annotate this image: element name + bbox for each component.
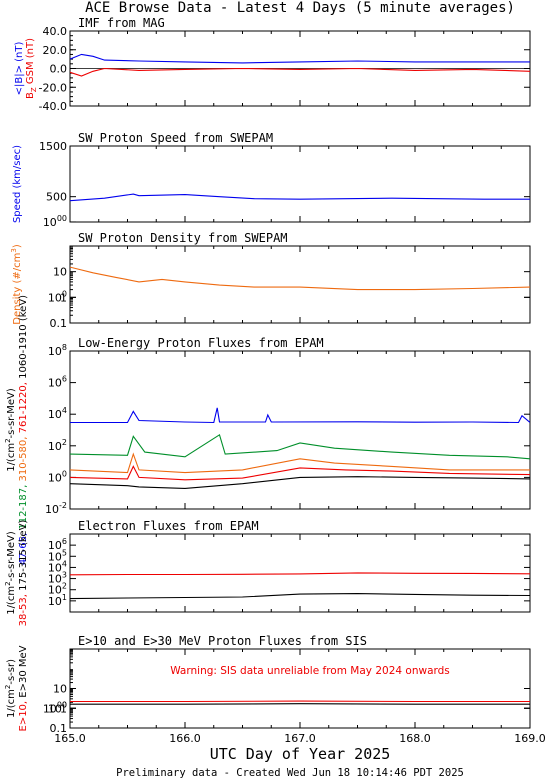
series-e-30-line	[70, 703, 530, 705]
x-tick-label: 166.0	[169, 732, 201, 745]
x-tick-label: 169.0	[514, 732, 546, 745]
y-axis-label-part: B	[25, 92, 36, 99]
y-axis-label: 1/(cm2-s-sr-MeV)47-65, 112-187, 310-580,…	[4, 295, 29, 565]
x-tick-label: 168.0	[399, 732, 431, 745]
y-tick-label: 0.0	[50, 63, 68, 76]
y-tick-label: 10	[53, 266, 67, 279]
y-tick-label: 500	[46, 191, 67, 204]
x-axis-title: UTC Day of Year 2025	[210, 745, 391, 763]
panel-title: SW Proton Speed from SWEPAM	[78, 131, 273, 145]
chart-title: ACE Browse Data - Latest 4 Days (5 minut…	[85, 0, 515, 16]
y-tick-label: 100	[48, 289, 67, 304]
y-tick-label: -40.0	[39, 100, 67, 113]
y-axis-label-part: E>30 MeV	[18, 645, 29, 701]
panel-2: 500 1000 1500 SW Proton Speed from SWEPAM Sp…	[12, 131, 531, 229]
series-310-580-line	[70, 452, 530, 474]
y-axis-label-part: 47-65,	[18, 533, 29, 565]
x-tick-label: 165.0	[54, 732, 86, 745]
panel-1: -40.0 -20.0 0.0 20.0 40.0 IMF from MAG <|B|> (…	[14, 16, 531, 113]
y-axis-label-part: 1/(cm	[6, 689, 17, 718]
y-axis-label-part: 761-1220,	[18, 382, 29, 437]
panel-title: E>10 and E>30 MeV Proton Fluxes from SIS	[78, 634, 367, 648]
y-tick-label: 10	[53, 683, 67, 696]
panel-title: Electron Fluxes from EPAM	[78, 519, 259, 533]
y-axis-label-part: 310-580,	[18, 437, 29, 485]
y-axis-label-part: 1060-1910 (keV)	[18, 295, 29, 382]
panel-frame	[69, 245, 531, 324]
panel-frame	[69, 145, 531, 223]
y-tick-label: -20.0	[39, 81, 67, 94]
y-axis-label: 1/(cm2-s-sr-MeV)38-53, 175-315 (keV)	[4, 520, 29, 627]
y-axis-label-part: 1/(cm	[6, 586, 17, 615]
y-axis-label: Speed (km/sec)	[12, 145, 23, 223]
y-axis-label-part: <|B|> (nT)	[14, 42, 25, 96]
y-tick-label: 1000	[43, 214, 67, 229]
series-speed-line	[70, 193, 530, 202]
y-axis-label-part: 38-53,	[18, 594, 29, 626]
x-tick-label: 167.0	[284, 732, 316, 745]
y-tick-label: 100	[48, 469, 67, 484]
y-axis-label-part: 1/(cm	[6, 443, 17, 472]
y-axis-label: <|B|> (nT)BZ GSM (nT)	[14, 38, 38, 99]
y-axis-label: Density (#/cm3)	[10, 244, 23, 325]
y-tick-label: 40.0	[43, 25, 68, 38]
series--b--line	[70, 53, 530, 64]
y-axis-label: 1/(cm2-s-sr)E>10, E>30 MeV	[4, 645, 29, 731]
footer-note: Preliminary data - Created Wed Jun 18 10…	[116, 767, 464, 779]
y-tick-label: 101	[48, 593, 67, 608]
y-tick-label: 108	[48, 343, 67, 358]
y-tick-label: 1500	[39, 140, 67, 153]
y-tick-label: 20.0	[43, 44, 68, 57]
series-38-53-line	[70, 572, 530, 576]
y-axis-label-part: Speed (km/sec)	[12, 145, 23, 223]
y-tick-label: 103	[48, 571, 67, 586]
y-tick-label: 102	[48, 582, 67, 597]
y-tick-label: 100	[48, 700, 67, 715]
y-tick-label: 106	[48, 375, 67, 390]
series-47-65-line	[70, 407, 530, 424]
y-tick-label: 10-2	[45, 501, 67, 516]
series-112-187-line	[70, 433, 530, 460]
chart-panels: -40.0 -20.0 0.0 20.0 40.0 IMF from MAG <|B|> (…	[4, 16, 546, 745]
panel-title: Low-Energy Proton Fluxes from EPAM	[78, 336, 324, 350]
series-175-315-line	[70, 593, 530, 600]
panel-3: 0.1 1 10 100 SW Proton Density from SWEPAM De…	[10, 231, 531, 330]
panel-frame	[69, 350, 531, 510]
y-tick-label: 1	[60, 291, 67, 304]
series-1060-1910-line	[70, 476, 530, 489]
panel-frame	[69, 648, 531, 729]
series-761-1220-line	[70, 465, 530, 481]
y-tick-label: 1000	[43, 700, 67, 715]
y-axis-label-part: Density (#/cm	[12, 253, 23, 325]
panel-4: 10-2 100 102 104 106 108 Low-Energy Proton Flu…	[4, 295, 531, 565]
panel-title: IMF from MAG	[78, 16, 165, 30]
series-bz-line	[70, 67, 530, 77]
y-tick-label: 104	[48, 559, 67, 574]
y-axis-label-part: E>10,	[18, 701, 29, 732]
y-tick-label: 0.1	[50, 722, 68, 735]
y-tick-label: 0.1	[50, 317, 68, 330]
warning-annotation: Warning: SIS data unreliable from May 20…	[170, 665, 450, 677]
y-axis-label-part: 112-187,	[18, 485, 29, 533]
y-tick-label: 102	[48, 438, 67, 453]
panel-title: SW Proton Density from SWEPAM	[78, 231, 288, 245]
y-tick-label: 106	[48, 537, 67, 552]
y-tick-label: 104	[48, 406, 67, 421]
y-axis-label-part: 175-315 (keV)	[18, 520, 29, 594]
series-density-line	[70, 266, 530, 291]
y-tick-label: 1	[60, 702, 67, 715]
y-tick-label: 105	[48, 548, 67, 563]
